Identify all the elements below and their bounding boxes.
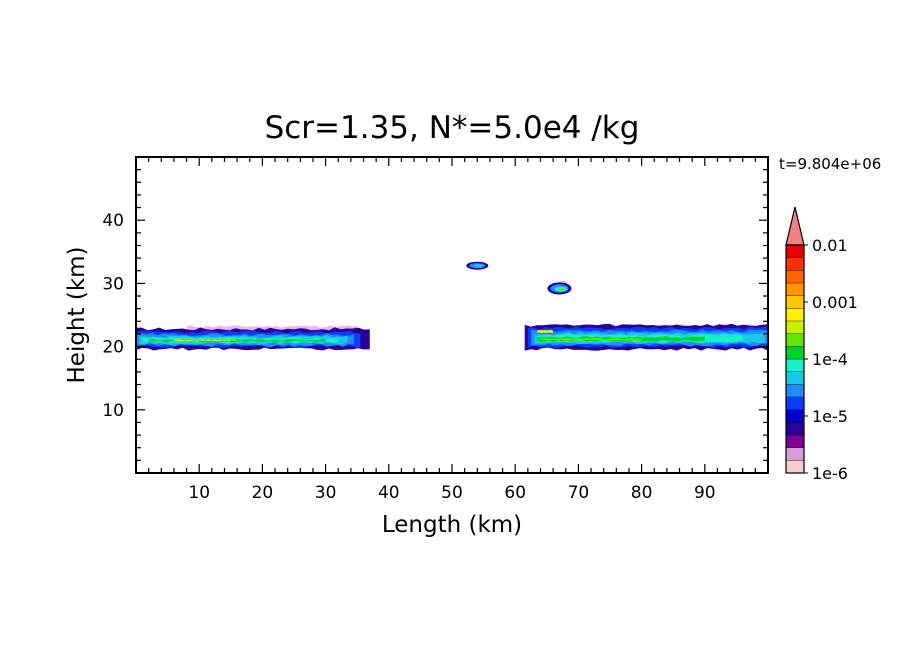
x-tick-label: 70 [568, 483, 590, 503]
colorbar-tick-label: 1e-4 [812, 350, 848, 369]
colorbar-segment [786, 447, 804, 461]
y-axis-label: Height (km) [64, 246, 90, 383]
colorbar-segment [786, 422, 804, 436]
colorbar-segment [786, 359, 804, 372]
colorbar-extend-triangle [785, 206, 805, 246]
y-tick-label: 20 [102, 338, 124, 358]
upper-patch-core [472, 264, 483, 268]
colorbar: 1e-6 1e-5 1e-4 0.001 0.01 [785, 206, 858, 483]
y-tick-label: 10 [102, 401, 124, 421]
colorbar-segment [786, 460, 804, 474]
y-tick-labels: 10 20 30 40 [102, 211, 124, 421]
plot-frame [135, 156, 769, 474]
x-tick-label: 50 [441, 483, 463, 503]
colorbar-segment [786, 321, 804, 334]
colorbar-tick-label: 0.001 [812, 293, 858, 312]
mid-patch-core [558, 287, 565, 291]
colorbar-segment [786, 346, 804, 360]
colorbar-segment [786, 295, 804, 309]
colorbar-segment [786, 371, 804, 385]
x-tick-label: 80 [631, 483, 653, 503]
y-tick-label: 30 [102, 274, 124, 294]
x-tick-label: 90 [694, 483, 716, 503]
right-layer-yellow [537, 329, 554, 334]
x-tick-label: 10 [188, 483, 210, 503]
cloud-field [136, 261, 768, 351]
colorbar-tick-label: 1e-6 [812, 464, 848, 483]
colorbar-tick-label: 1e-5 [812, 407, 848, 426]
colorbar-segment [786, 397, 804, 410]
x-tick-labels: 10 20 30 40 50 60 70 80 90 [188, 483, 715, 503]
axes-frame [136, 157, 768, 473]
time-label: t=9.804e+06 [779, 155, 881, 173]
x-tick-label: 60 [504, 483, 526, 503]
colorbar-segment [786, 384, 804, 398]
colorbar-segment [786, 409, 804, 423]
colorbar-segment [786, 435, 804, 448]
x-tick-label: 30 [315, 483, 337, 503]
x-tick-label: 20 [252, 483, 274, 503]
x-tick-label: 40 [378, 483, 400, 503]
plot-area [135, 156, 769, 474]
chart-title: Scr=1.35, N*=5.0e4 /kg [265, 110, 640, 146]
colorbar-tick-label: 0.01 [812, 236, 848, 255]
right-layer-lgreen [540, 337, 642, 341]
colorbar-segment [786, 270, 804, 284]
colorbar-segment [786, 245, 804, 258]
colorbar-segment [786, 257, 804, 271]
x-axis-label: Length (km) [382, 512, 522, 538]
colorbar-segment [786, 308, 804, 322]
colorbar-segment [786, 283, 804, 296]
colorbar-segment [786, 333, 804, 347]
left-layer-yellow [173, 339, 238, 342]
y-tick-label: 40 [102, 211, 124, 231]
